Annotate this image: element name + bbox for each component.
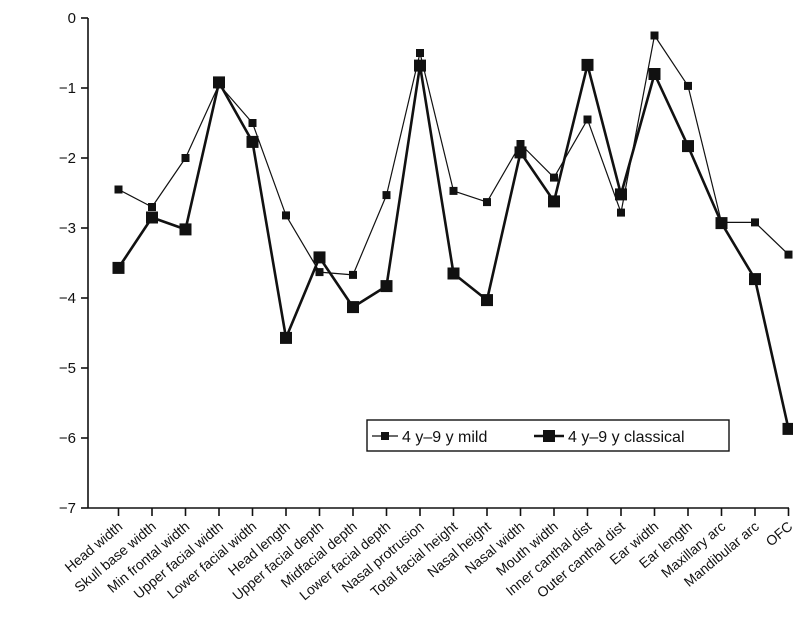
data-point-classical [682,140,694,153]
data-point-mild [315,268,324,277]
data-point-classical [548,195,560,208]
data-point-mild [248,119,257,127]
y-tick-label: −2 [59,150,76,167]
data-point-mild [784,250,793,259]
y-tick-label: −7 [59,500,76,517]
y-ticks: 0 −1 −2 −3 −4 −5 −6 −7 [59,10,88,517]
data-point-classical [615,188,627,201]
data-point-classical [581,58,594,71]
data-point-classical [514,146,527,159]
series-layer [112,31,793,435]
data-point-mild [449,186,458,195]
legend-marker-mild [381,432,389,440]
x-tick-label: OFC [762,518,793,549]
data-point-mild [382,191,391,200]
axes [87,18,789,509]
data-point-classical [447,267,460,280]
data-point-mild [751,218,759,227]
data-point-mild [550,173,558,182]
data-point-mild [349,270,357,279]
y-tick-label: −3 [59,220,76,237]
y-tick-label: 0 [68,10,76,27]
data-point-mild [583,115,592,124]
legend-marker-classical [543,430,555,442]
data-point-mild [282,211,290,220]
data-point-mild [416,49,424,57]
data-point-classical [213,76,225,89]
y-tick-label: −6 [59,430,76,447]
y-tick-label: −5 [59,360,76,377]
data-point-classical [414,59,426,72]
data-point-mild [516,140,525,148]
data-point-classical [246,135,259,148]
data-point-classical [715,217,728,230]
data-point-mild [617,208,625,217]
y-tick-label: −1 [59,80,76,97]
series-line-classical [117,63,790,430]
data-point-mild [181,154,190,162]
data-point-mild [114,185,123,194]
data-point-mild [684,81,692,90]
legend-label-mild: 4 y–9 y mild [402,429,487,446]
data-point-classical [782,422,793,435]
data-point-classical [112,261,125,274]
legend-label-classical: 4 y–9 y classical [568,429,685,446]
data-point-classical [481,294,493,307]
data-point-mild [148,203,156,211]
legend: 4 y–9 y mild 4 y–9 y classical [366,419,730,452]
data-point-classical [380,280,393,293]
data-point-classical [749,273,761,286]
series-line-mild [118,34,789,276]
data-point-mild [650,31,659,40]
data-point-classical [179,223,192,236]
data-point-mild [483,198,491,207]
y-tick-label: −4 [59,290,76,307]
data-point-classical [648,68,661,80]
data-point-classical [313,251,326,264]
data-point-classical [280,331,292,344]
data-point-classical [347,301,359,314]
data-point-classical [146,211,158,224]
